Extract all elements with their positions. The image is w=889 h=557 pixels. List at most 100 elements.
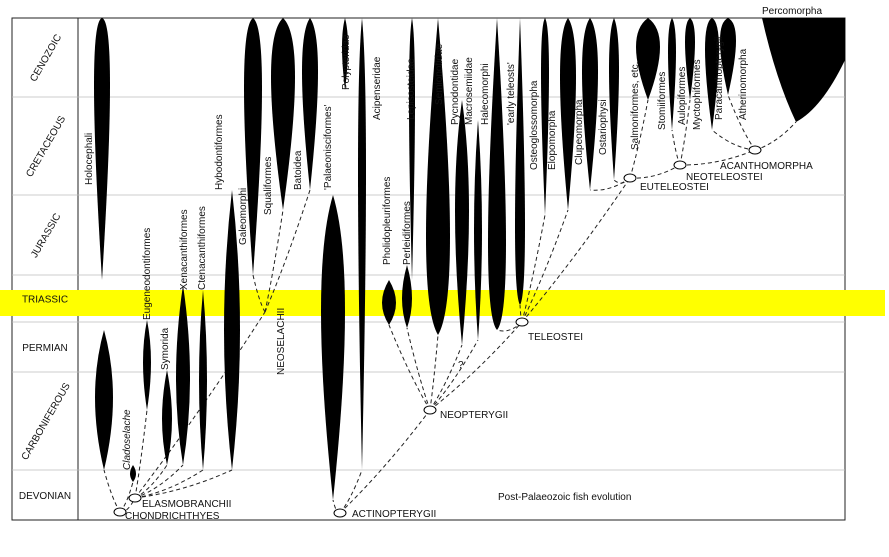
clade-label: ELASMOBRANCHII xyxy=(142,499,231,510)
taxon-label: Ctenacanthiformes xyxy=(197,206,208,290)
clade-label: ACANTHOMORPHA xyxy=(720,161,813,172)
lineage-link xyxy=(429,339,479,411)
lineage-link xyxy=(679,99,691,166)
spindle xyxy=(342,18,348,90)
clade-node xyxy=(128,493,142,503)
taxon-label: Symorida xyxy=(160,327,171,370)
taxon-label: Acipenseridae xyxy=(372,56,383,120)
taxon-label: Atherinomorpha xyxy=(738,48,749,120)
lineage-link xyxy=(521,214,546,323)
clade-node xyxy=(623,173,637,183)
taxon-label: 'early teleosts' xyxy=(506,62,517,125)
title: Post-Palaeozoic fish evolution xyxy=(498,492,631,503)
lineage-link xyxy=(134,311,266,499)
period-grid xyxy=(11,17,846,521)
taxon-label: Pholidopleuriformes xyxy=(382,177,393,265)
lineage-link xyxy=(134,409,148,499)
taxon-label: Perleidiformes xyxy=(402,201,413,265)
spindle xyxy=(176,285,190,465)
spindle xyxy=(685,18,695,100)
period-label: DEVONIAN xyxy=(19,491,71,502)
clade-node xyxy=(673,160,687,170)
lineage-link xyxy=(521,209,569,323)
clade-node xyxy=(333,508,347,518)
spindle xyxy=(455,100,469,345)
spindle xyxy=(321,195,345,500)
taxon-label: 'Palaeonisciformes' xyxy=(323,104,334,190)
lineage-link xyxy=(134,469,233,499)
clade-node xyxy=(515,317,529,327)
taxon-label: Squaliformes xyxy=(263,157,274,215)
taxon-label: Batoidea xyxy=(293,150,304,190)
spindle xyxy=(515,18,525,305)
clade-node xyxy=(423,405,437,415)
percomorpha-label: Percomorpha xyxy=(762,6,822,17)
clade-label: EUTELEOSTEI xyxy=(640,182,709,193)
lineage-link xyxy=(429,344,463,411)
lineage-link xyxy=(339,409,431,514)
spindle xyxy=(474,120,482,340)
spindle xyxy=(488,18,506,330)
lineage-link xyxy=(406,327,431,411)
spindle xyxy=(668,18,676,130)
frame xyxy=(11,17,846,521)
period-label: TRIASSIC xyxy=(22,295,68,306)
spindle xyxy=(582,18,598,190)
lineage-link xyxy=(264,189,311,313)
taxon-label: Clupeomorpha xyxy=(574,99,585,165)
taxon-label: Polypteridae xyxy=(341,34,352,90)
spindle xyxy=(95,330,113,470)
percomorpha-spindle xyxy=(762,18,845,122)
taxon-label: Myctophiformes xyxy=(692,59,703,130)
spindle xyxy=(720,18,736,95)
spindle xyxy=(358,18,366,470)
spindle xyxy=(382,280,396,325)
taxon-label: Lepisosteidae xyxy=(406,58,417,120)
spindle xyxy=(541,18,549,215)
lineage-link xyxy=(679,149,756,166)
spindle xyxy=(302,18,318,190)
taxon-label: Galeomorphi xyxy=(238,188,249,245)
lineage-link xyxy=(252,274,266,313)
clade-label: NEOPTERYGII xyxy=(440,410,508,421)
taxon-label: Hybodontiformes xyxy=(214,114,225,190)
taxon-label: Paracanthopterygii xyxy=(714,37,725,120)
lineage-link xyxy=(521,177,631,323)
taxon-label: Xenacanthiformes xyxy=(179,209,190,290)
spindle xyxy=(636,18,660,100)
taxon-label: Eugeneodontiformes xyxy=(142,228,153,320)
taxon-label: Halecomorphi xyxy=(480,63,491,125)
taxon-label: Cladoselache xyxy=(122,409,133,470)
taxon-label: Pycnodontidae xyxy=(450,58,461,125)
spindle xyxy=(130,465,136,482)
period-label: PERMIAN xyxy=(22,343,68,354)
spindle xyxy=(224,190,240,470)
spindle xyxy=(143,320,151,410)
spindle xyxy=(560,18,576,210)
question-mark: ? xyxy=(458,360,464,371)
lineage-link xyxy=(264,209,284,313)
spindle xyxy=(705,18,719,130)
taxon-label: Holocephali xyxy=(84,133,95,185)
taxon-label: Osteoglossomorpha xyxy=(529,80,540,170)
spindle xyxy=(609,18,619,180)
spindle xyxy=(409,18,415,280)
spindles xyxy=(94,18,845,500)
taxon-label: Aulopiformes xyxy=(677,67,688,125)
lineage-link xyxy=(388,324,431,411)
spindle xyxy=(244,18,262,275)
clade-node xyxy=(748,145,762,155)
clade-label: ACTINOPTERYGII xyxy=(352,509,436,520)
taxon-label: Stomiiformes xyxy=(657,72,668,130)
lineage-link xyxy=(429,321,523,411)
clade-label: TELEOSTEI xyxy=(528,332,583,343)
spindle xyxy=(271,18,295,210)
spindle xyxy=(94,18,110,280)
spindle xyxy=(402,265,412,328)
taxon-label: Macrosemiidae xyxy=(464,57,475,125)
spindle xyxy=(426,18,450,335)
lineage-link xyxy=(629,99,649,179)
clade-node xyxy=(113,507,127,517)
spindle xyxy=(162,370,172,465)
taxon-label: NEOSELACHII xyxy=(276,308,287,375)
